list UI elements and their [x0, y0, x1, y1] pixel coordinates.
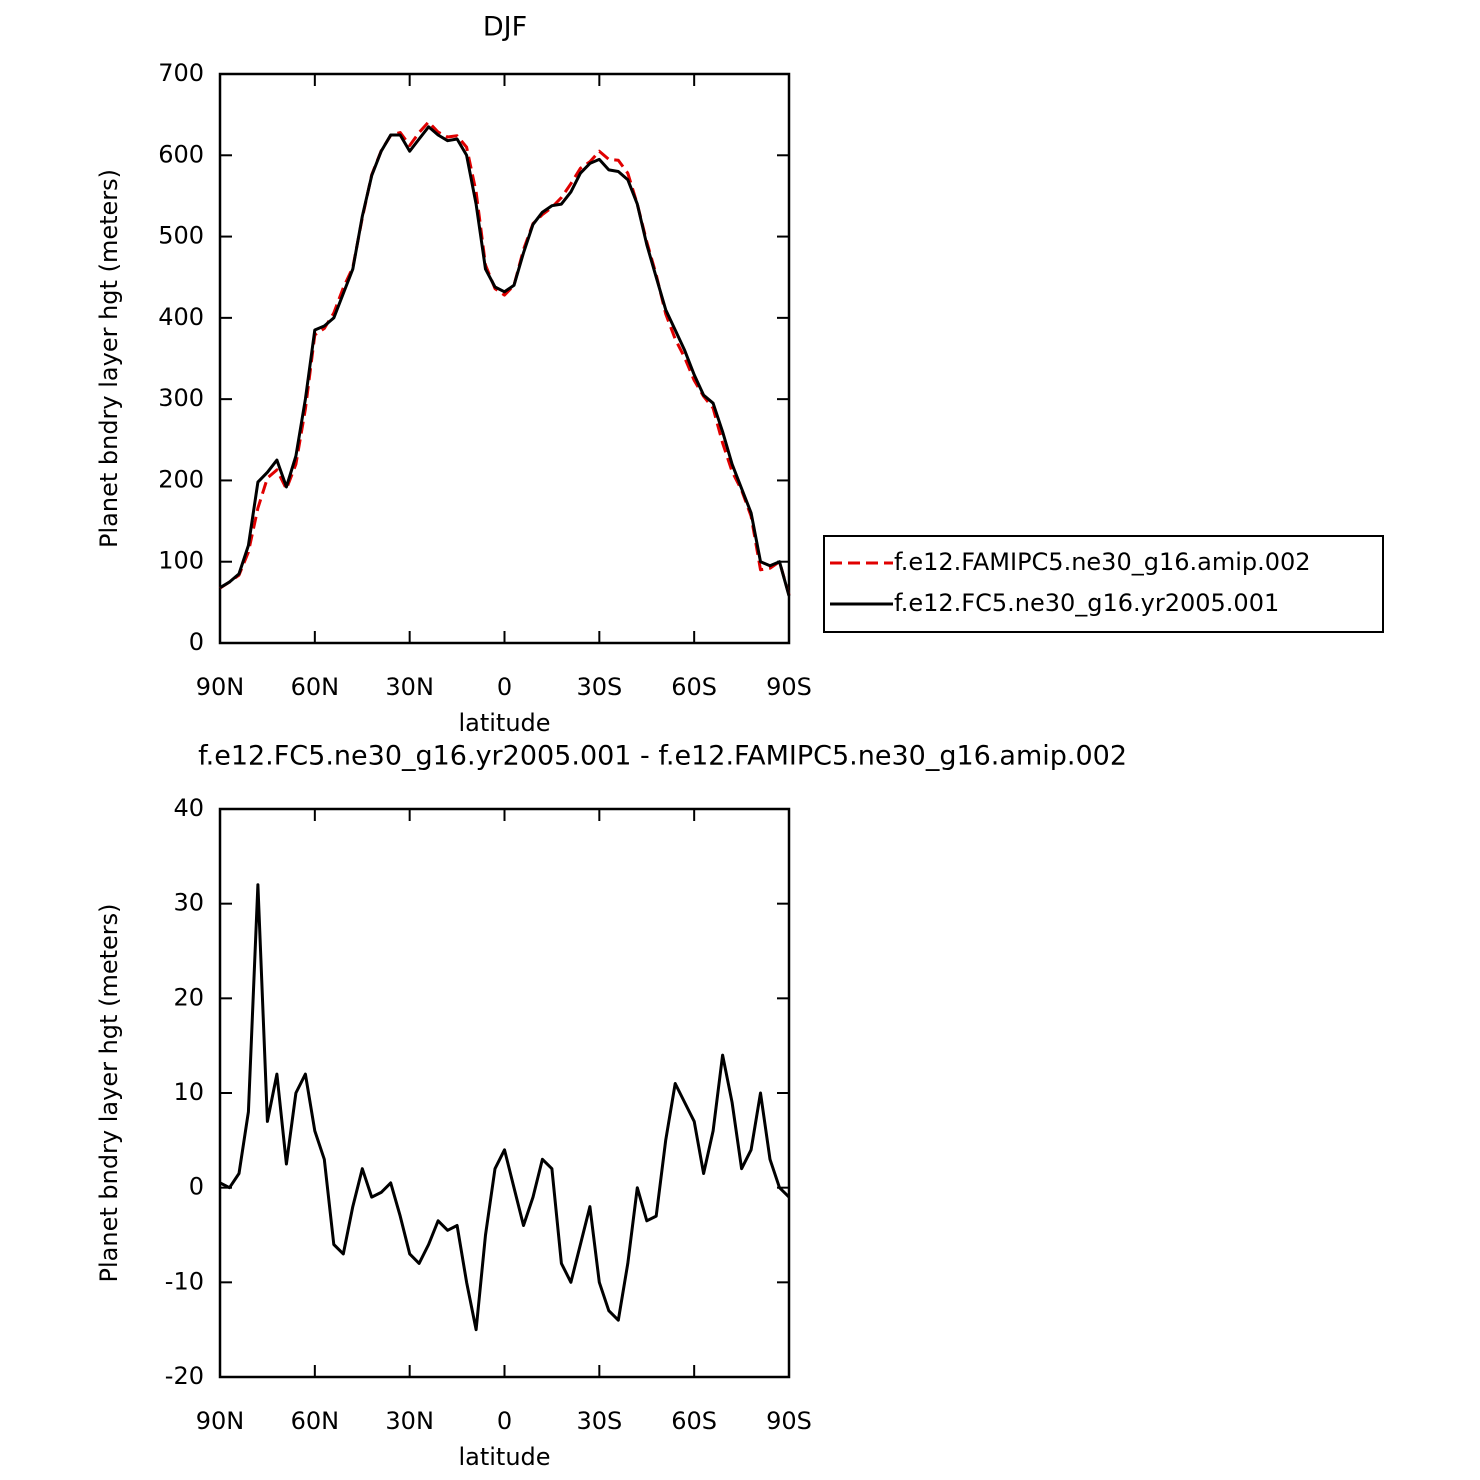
x-tick-label: 30N	[385, 1407, 434, 1435]
y-tick-label: 500	[158, 222, 204, 250]
x-tick-label: 60N	[291, 1407, 340, 1435]
y-tick-label: 700	[158, 59, 204, 87]
x-tick-label: 90S	[766, 1407, 812, 1435]
x-tick-label: 30S	[576, 1407, 622, 1435]
x-tick-label: 90S	[766, 673, 812, 701]
x-tick-label: 0	[497, 673, 512, 701]
legend-label: f.e12.FAMIPC5.ne30_g16.amip.002	[894, 548, 1311, 576]
y-tick-label: 400	[158, 303, 204, 331]
data-line	[219, 883, 791, 1332]
y-tick-label: 0	[189, 628, 204, 656]
y-tick-label: 100	[158, 547, 204, 575]
y-tick-label: 0	[189, 1173, 204, 1201]
y-tick-label: 300	[158, 384, 204, 412]
y-tick-label: -20	[165, 1362, 204, 1390]
x-tick-label: 0	[497, 1407, 512, 1435]
x-tick-label: 90N	[196, 1407, 245, 1435]
y-tick-label: -10	[165, 1267, 204, 1295]
y-tick-label: 600	[158, 140, 204, 168]
y-axis-label: Planet bndry layer hgt (meters)	[95, 904, 123, 1283]
chart-title: DJF	[483, 12, 527, 43]
y-axis-label: Planet bndry layer hgt (meters)	[95, 169, 123, 548]
chart-title: f.e12.FC5.ne30_g16.yr2005.001 - f.e12.FA…	[198, 741, 1127, 772]
x-axis-label: latitude	[458, 1443, 550, 1471]
x-tick-label: 30S	[576, 673, 622, 701]
x-tick-label: 60S	[671, 673, 717, 701]
y-tick-label: 200	[158, 465, 204, 493]
x-tick-label: 60S	[671, 1407, 717, 1435]
x-tick-label: 30N	[385, 673, 434, 701]
legend-box	[823, 535, 1384, 633]
legend-label: f.e12.FC5.ne30_g16.yr2005.001	[894, 589, 1279, 617]
x-tick-label: 90N	[196, 673, 245, 701]
data-line	[219, 125, 791, 597]
x-axis-label: latitude	[458, 709, 550, 737]
data-line	[219, 120, 791, 596]
y-tick-label: 20	[173, 983, 204, 1011]
x-tick-label: 60N	[291, 673, 340, 701]
y-tick-label: 30	[173, 889, 204, 917]
plot-frame	[218, 72, 791, 645]
plot-frame	[218, 807, 791, 1379]
y-tick-label: 10	[173, 1078, 204, 1106]
y-tick-label: 40	[173, 794, 204, 822]
